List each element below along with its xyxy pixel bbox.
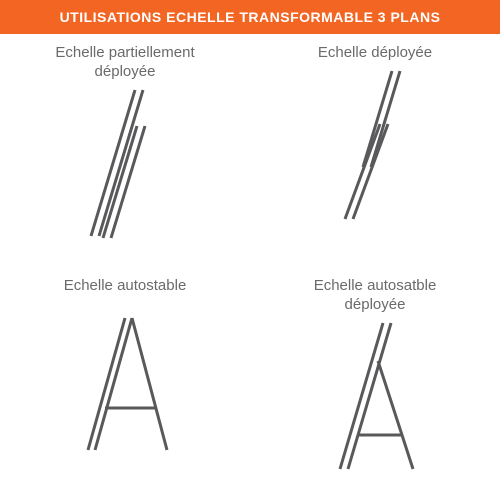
- ladder-segment: [378, 361, 413, 469]
- ladder-segment: [348, 323, 391, 469]
- header-bar: UTILISATIONS ECHELLE TRANSFORMABLE 3 PLA…: [0, 0, 500, 34]
- cell-autostable-deployed: Echelle autosatble déployée: [250, 267, 500, 500]
- ladder-segment: [91, 90, 135, 236]
- ladder-segment: [88, 318, 125, 450]
- ladder-segment: [345, 124, 380, 219]
- figure-partially-deployed: [25, 86, 225, 256]
- label-autostable-deployed: Echelle autosatble déployée: [314, 277, 437, 315]
- ladder-segment: [95, 318, 132, 450]
- cell-deployed: Echelle déployée: [250, 34, 500, 267]
- figure-autostable-deployed: [275, 319, 475, 489]
- label-deployed: Echelle déployée: [318, 44, 432, 63]
- figure-autostable: [25, 300, 225, 470]
- diagram-grid: Echelle partiellement déployée Echelle dé…: [0, 34, 500, 500]
- ladder-segment: [99, 90, 143, 236]
- ladder-segment: [340, 323, 383, 469]
- label-autostable: Echelle autostable: [64, 277, 187, 296]
- label-partially-deployed: Echelle partiellement déployée: [55, 44, 194, 82]
- cell-autostable: Echelle autostable: [0, 267, 250, 500]
- header-title: UTILISATIONS ECHELLE TRANSFORMABLE 3 PLA…: [60, 9, 441, 25]
- figure-deployed: [275, 67, 475, 237]
- ladder-segment: [132, 318, 167, 450]
- ladder-segment: [371, 71, 400, 167]
- cell-partially-deployed: Echelle partiellement déployée: [0, 34, 250, 267]
